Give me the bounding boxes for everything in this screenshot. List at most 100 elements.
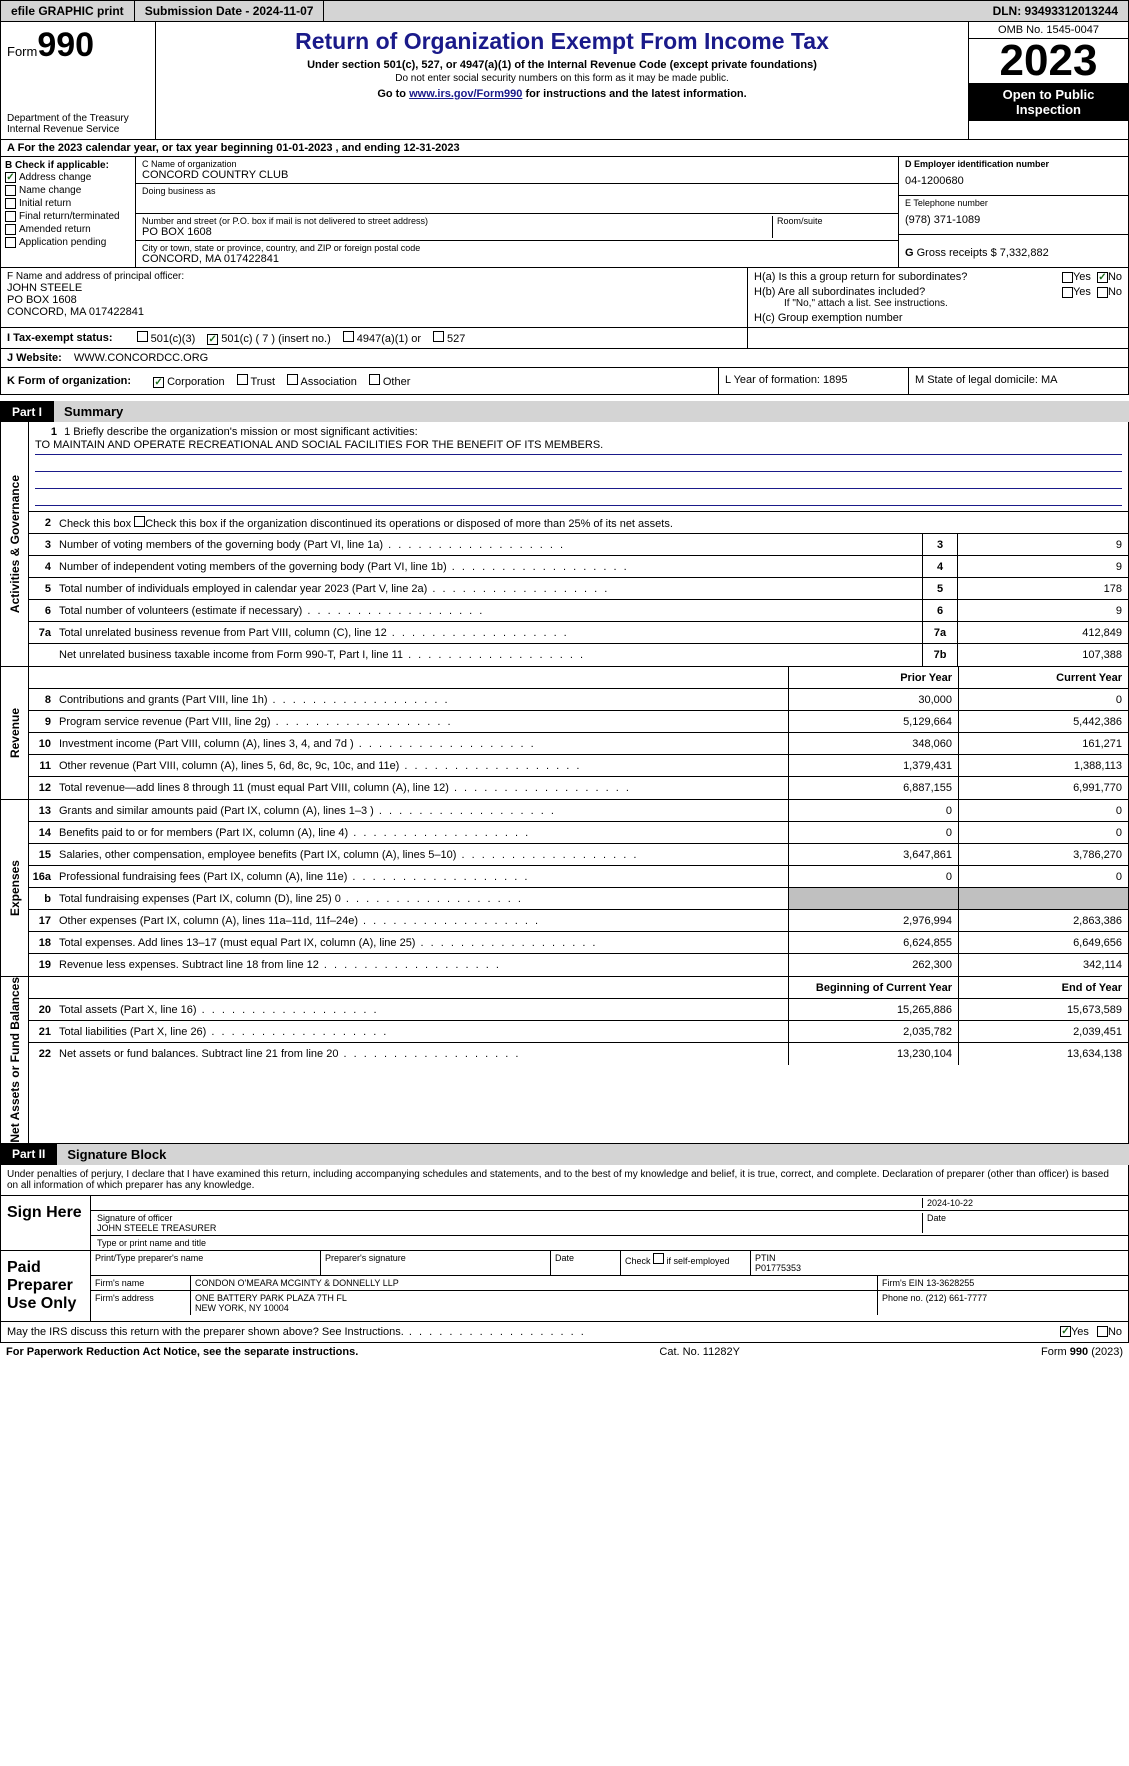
form-subtitle: Under section 501(c), 527, or 4947(a)(1)… [164,59,960,71]
city-label: City or town, state or province, country… [142,243,892,253]
curr-val: 161,271 [958,733,1128,754]
row-k-label: K Form of organization: [7,375,131,387]
website-value: WWW.CONCORDCC.ORG [74,352,208,364]
line-6-val: 9 [958,600,1128,621]
line-text: Other expenses (Part IX, column (A), lin… [55,913,788,929]
line-7a-text: Total unrelated business revenue from Pa… [55,625,922,641]
org-form-checkbox[interactable] [287,374,298,385]
table-row: 9Program service revenue (Part VIII, lin… [29,711,1128,733]
table-row: 14Benefits paid to or for members (Part … [29,822,1128,844]
box-b-checkbox[interactable] [5,211,16,222]
line2-checkbox[interactable] [134,516,145,527]
line-3-val: 9 [958,534,1128,555]
box-b-item[interactable]: Final return/terminated [5,210,131,223]
box-b-checkbox[interactable] [5,172,16,183]
ha-yes-checkbox[interactable] [1062,272,1073,283]
line-5-val: 178 [958,578,1128,599]
self-emp-checkbox[interactable] [653,1253,664,1264]
line-a-tax-year: A For the 2023 calendar year, or tax yea… [0,140,1129,157]
firm-ein: 13-3628255 [926,1278,974,1288]
prior-val: 1,379,431 [788,755,958,776]
addr-label: Number and street (or P.O. box if mail i… [142,216,772,226]
room-label: Room/suite [777,216,892,226]
org-form-label: Other [380,376,411,388]
print-name-label: Print/Type preparer's name [91,1251,321,1275]
table-row: bTotal fundraising expenses (Part IX, co… [29,888,1128,910]
ha-no-checkbox[interactable] [1097,272,1108,283]
dept-label: Department of the Treasury Internal Reve… [7,113,149,135]
may-irs-no-checkbox[interactable] [1097,1326,1108,1337]
tax-status-label: 501(c)(3) [148,333,196,345]
tax-status-checkbox[interactable] [137,331,148,342]
tax-status-checkbox[interactable] [433,331,444,342]
line-6-text: Total number of volunteers (estimate if … [55,603,922,619]
paid-prep-label: Paid Preparer Use Only [1,1251,91,1321]
curr-val: 15,673,589 [958,999,1128,1020]
goto-link-line: Go to www.irs.gov/Form990 for instructio… [164,88,960,100]
row-j-label: J Website: [7,352,62,364]
officer-name: JOHN STEELE [7,282,741,294]
row-klm: K Form of organization: Corporation Trus… [0,368,1129,395]
box-b-item[interactable]: Name change [5,184,131,197]
box-b-checkbox[interactable] [5,185,16,196]
top-toolbar: efile GRAPHIC print Submission Date - 20… [0,0,1129,22]
curr-val: 0 [958,822,1128,843]
prior-val: 0 [788,800,958,821]
line-7b-val: 107,388 [958,644,1128,666]
signature-block: Under penalties of perjury, I declare th… [0,1165,1129,1322]
org-form-checkbox[interactable] [369,374,380,385]
box-b-item[interactable]: Amended return [5,223,131,236]
current-year-hdr: Current Year [958,667,1128,688]
ein-value: 04-1200680 [905,169,1122,193]
firm-addr-label: Firm's address [91,1291,191,1315]
box-b-item[interactable]: Address change [5,171,131,184]
hb-no-checkbox[interactable] [1097,287,1108,298]
revenue-section: Revenue Prior YearCurrent Year 8Contribu… [0,667,1129,800]
box-b-checkbox[interactable] [5,224,16,235]
table-row: 11Other revenue (Part VIII, column (A), … [29,755,1128,777]
table-row: 16aProfessional fundraising fees (Part I… [29,866,1128,888]
tax-status-checkbox[interactable] [207,334,218,345]
curr-val: 342,114 [958,954,1128,976]
prior-val: 15,265,886 [788,999,958,1020]
state-domicile: M State of legal domicile: MA [908,368,1128,394]
line-text: Revenue less expenses. Subtract line 18 … [55,957,788,973]
curr-val: 6,649,656 [958,932,1128,953]
prior-val: 3,647,861 [788,844,958,865]
box-b-checkbox[interactable] [5,237,16,248]
org-name: CONCORD COUNTRY CLUB [142,169,892,181]
line-7a-val: 412,849 [958,622,1128,643]
footer-left: For Paperwork Reduction Act Notice, see … [6,1346,358,1358]
prior-val: 348,060 [788,733,958,754]
org-form-checkbox[interactable] [237,374,248,385]
addr-value: PO BOX 1608 [142,226,772,238]
box-b-checkbox[interactable] [5,198,16,209]
box-b-item[interactable]: Application pending [5,236,131,249]
hb-yes-checkbox[interactable] [1062,287,1073,298]
efile-print-button[interactable]: efile GRAPHIC print [1,1,135,21]
activities-governance: Activities & Governance 1 1 Briefly desc… [0,422,1129,667]
irs-link[interactable]: www.irs.gov/Form990 [409,88,522,100]
table-row: 22Net assets or fund balances. Subtract … [29,1043,1128,1065]
line-text: Grants and similar amounts paid (Part IX… [55,803,788,819]
line-4-val: 9 [958,556,1128,577]
row-j: J Website: WWW.CONCORDCC.ORG [0,349,1129,368]
table-row: 19Revenue less expenses. Subtract line 1… [29,954,1128,976]
line-text: Net assets or fund balances. Subtract li… [55,1046,788,1062]
org-form-label: Trust [248,376,276,388]
may-irs-text: May the IRS discuss this return with the… [7,1326,1060,1338]
org-form-checkbox[interactable] [153,377,164,388]
line-text: Total liabilities (Part X, line 26) [55,1024,788,1040]
box-b-item[interactable]: Initial return [5,197,131,210]
beg-year-hdr: Beginning of Current Year [788,977,958,998]
activities-label: Activities & Governance [8,475,22,613]
row-i-label: I Tax-exempt status: [7,332,113,344]
hb-note: If "No," attach a list. See instructions… [784,298,1122,309]
table-row: 17Other expenses (Part IX, column (A), l… [29,910,1128,932]
officer-sig-name: JOHN STEELE TREASURER [97,1223,922,1233]
may-irs-yes-checkbox[interactable] [1060,1326,1071,1337]
line-3-text: Number of voting members of the governin… [55,537,922,553]
city-value: CONCORD, MA 017422841 [142,253,892,265]
form-title: Return of Organization Exempt From Incom… [164,28,960,55]
tax-status-checkbox[interactable] [343,331,354,342]
